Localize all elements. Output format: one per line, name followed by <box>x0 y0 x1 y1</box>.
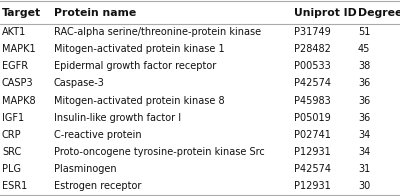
Text: IGF1: IGF1 <box>2 113 24 123</box>
Text: PLG: PLG <box>2 164 21 174</box>
Text: P05019: P05019 <box>294 113 331 123</box>
Text: 51: 51 <box>358 27 370 37</box>
Text: 34: 34 <box>358 147 370 157</box>
Text: P42574: P42574 <box>294 78 331 89</box>
Text: 36: 36 <box>358 95 370 106</box>
Text: MAPK8: MAPK8 <box>2 95 36 106</box>
Text: 30: 30 <box>358 181 370 191</box>
Text: Protein name: Protein name <box>54 8 136 18</box>
Text: Mitogen-activated protein kinase 1: Mitogen-activated protein kinase 1 <box>54 44 225 54</box>
Text: Caspase-3: Caspase-3 <box>54 78 105 89</box>
Text: P28482: P28482 <box>294 44 331 54</box>
Text: Estrogen receptor: Estrogen receptor <box>54 181 141 191</box>
Text: ESR1: ESR1 <box>2 181 27 191</box>
Text: 36: 36 <box>358 78 370 89</box>
Text: Uniprot ID: Uniprot ID <box>294 8 357 18</box>
Text: Epidermal growth factor receptor: Epidermal growth factor receptor <box>54 61 216 72</box>
Text: Degree: Degree <box>358 8 400 18</box>
Text: Mitogen-activated protein kinase 8: Mitogen-activated protein kinase 8 <box>54 95 225 106</box>
Text: P42574: P42574 <box>294 164 331 174</box>
Text: AKT1: AKT1 <box>2 27 26 37</box>
Text: C-reactive protein: C-reactive protein <box>54 130 142 140</box>
Text: 45: 45 <box>358 44 370 54</box>
Text: SRC: SRC <box>2 147 21 157</box>
Text: 31: 31 <box>358 164 370 174</box>
Text: P31749: P31749 <box>294 27 331 37</box>
Text: P45983: P45983 <box>294 95 331 106</box>
Text: RAC-alpha serine/threonine-protein kinase: RAC-alpha serine/threonine-protein kinas… <box>54 27 261 37</box>
Text: EGFR: EGFR <box>2 61 28 72</box>
Text: 36: 36 <box>358 113 370 123</box>
Text: CRP: CRP <box>2 130 22 140</box>
Text: CASP3: CASP3 <box>2 78 34 89</box>
Text: 34: 34 <box>358 130 370 140</box>
Text: MAPK1: MAPK1 <box>2 44 36 54</box>
Text: Proto-oncogene tyrosine-protein kinase Src: Proto-oncogene tyrosine-protein kinase S… <box>54 147 265 157</box>
Text: Insulin-like growth factor I: Insulin-like growth factor I <box>54 113 181 123</box>
Text: P12931: P12931 <box>294 181 331 191</box>
Text: Target: Target <box>2 8 41 18</box>
Text: 38: 38 <box>358 61 370 72</box>
Text: P02741: P02741 <box>294 130 331 140</box>
Text: P00533: P00533 <box>294 61 331 72</box>
Text: Plasminogen: Plasminogen <box>54 164 117 174</box>
Text: P12931: P12931 <box>294 147 331 157</box>
